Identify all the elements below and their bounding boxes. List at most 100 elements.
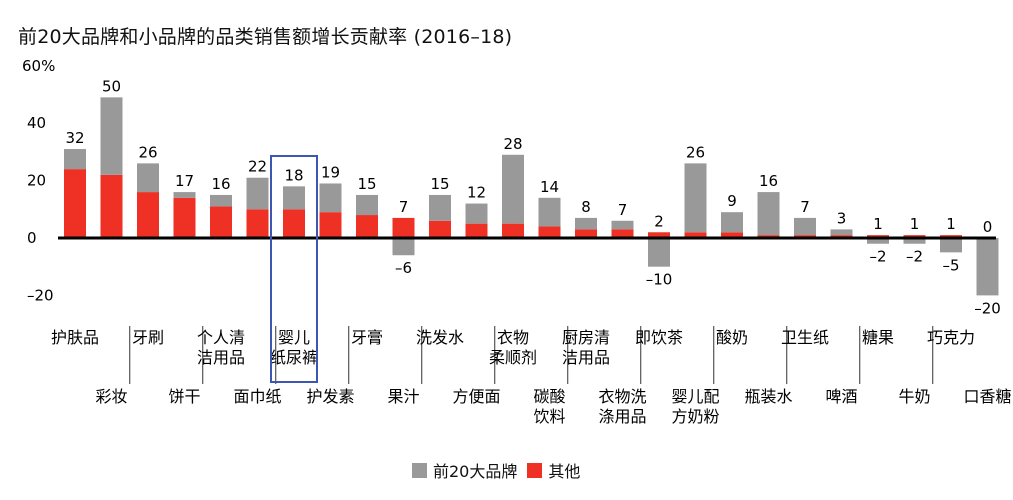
bar-top20 xyxy=(392,238,415,256)
bar-others xyxy=(648,232,670,238)
bar-top20 xyxy=(648,238,670,267)
total-label: 22 xyxy=(248,158,267,176)
bar-top20 xyxy=(794,217,816,236)
category-label: 护肤品 xyxy=(51,328,99,347)
bar-top20 xyxy=(940,238,962,253)
bar-top20 xyxy=(757,192,780,236)
category-label: 柔顺剂 xyxy=(489,348,537,367)
bar-others xyxy=(137,192,159,238)
category-label: 彩妆 xyxy=(95,387,127,406)
bar-top20 xyxy=(137,163,159,193)
bar-others xyxy=(465,223,488,238)
total-label: 8 xyxy=(581,198,591,216)
total-label: 26 xyxy=(138,143,157,161)
bar-top20 xyxy=(830,229,853,236)
total-label: 7 xyxy=(618,201,628,219)
legend-item-top20: 前20大品牌 xyxy=(412,458,517,482)
total-label: 9 xyxy=(727,192,737,210)
total-label: 18 xyxy=(284,166,303,184)
total-label: 15 xyxy=(430,175,449,193)
bar-others xyxy=(173,197,196,238)
legend: 前20大品牌 其他 xyxy=(412,458,580,482)
bar-top20 xyxy=(867,238,889,244)
category-label: 牙膏 xyxy=(351,328,383,347)
y-tick-label: –20 xyxy=(27,286,54,304)
bar-others xyxy=(611,229,634,238)
bar-top20 xyxy=(210,194,232,207)
total-label: 1 xyxy=(946,215,956,233)
total-label: 17 xyxy=(175,172,194,190)
legend-swatch-top20 xyxy=(412,462,427,478)
total-label: 28 xyxy=(503,135,522,153)
category-label: 衣物 xyxy=(497,328,529,347)
category-label: 方便面 xyxy=(452,387,500,406)
category-label: 酸奶 xyxy=(716,328,748,347)
category-label: 口香糖 xyxy=(963,387,1011,406)
bar-top20 xyxy=(246,177,269,210)
total-label: 16 xyxy=(759,172,778,190)
category-label: 个人清 xyxy=(197,328,245,347)
negative-label: –5 xyxy=(942,256,959,274)
bar-top20 xyxy=(976,238,999,296)
category-label: 衣物洗 xyxy=(598,387,646,406)
category-label: 牛奶 xyxy=(898,387,930,406)
bar-top20 xyxy=(429,194,451,221)
negative-label: –10 xyxy=(646,271,673,289)
total-label: 26 xyxy=(686,143,705,161)
bar-top20 xyxy=(684,163,707,233)
category-label: 厨房清 xyxy=(562,328,610,347)
category-label: 牙刷 xyxy=(132,328,164,347)
y-tick-label: 60% xyxy=(22,57,55,75)
bar-top20 xyxy=(611,220,634,230)
bar-others xyxy=(100,174,123,238)
legend-item-others: 其他 xyxy=(527,458,580,482)
total-label: 1 xyxy=(910,215,920,233)
bar-others xyxy=(392,217,415,238)
negative-label: –2 xyxy=(869,248,886,266)
category-label: 啤酒 xyxy=(825,387,857,406)
highlight-box xyxy=(270,155,318,383)
total-label: 50 xyxy=(102,77,121,95)
category-label: 饼干 xyxy=(168,387,200,406)
category-label: 洁用品 xyxy=(197,348,245,367)
category-label: 方奶粉 xyxy=(671,407,719,426)
bar-others xyxy=(319,212,342,238)
bar-others xyxy=(356,215,378,238)
bar-top20 xyxy=(538,197,561,227)
total-label: 3 xyxy=(837,209,847,227)
total-label: 14 xyxy=(540,178,559,196)
total-label: 15 xyxy=(357,175,376,193)
negative-label: –20 xyxy=(974,299,1001,317)
bar-top20 xyxy=(575,217,597,230)
category-label: 洗发水 xyxy=(416,328,464,347)
bar-others xyxy=(246,209,269,238)
category-label: 瓶装水 xyxy=(744,387,792,406)
bar-top20 xyxy=(356,194,378,216)
total-label: 32 xyxy=(65,129,84,147)
bar-others xyxy=(538,226,561,238)
bar-others xyxy=(283,209,305,238)
bar-top20 xyxy=(173,192,196,198)
legend-label-top20: 前20大品牌 xyxy=(433,462,518,481)
bar-others xyxy=(210,206,232,238)
bar-top20 xyxy=(903,238,926,244)
bar-top20 xyxy=(465,203,488,224)
category-label: 面巾纸 xyxy=(233,387,281,406)
total-label: 19 xyxy=(321,163,340,181)
category-label: 涤用品 xyxy=(598,407,646,426)
category-label: 婴儿 xyxy=(278,328,310,347)
legend-swatch-others xyxy=(527,462,543,478)
total-label: 16 xyxy=(211,175,230,193)
category-label: 果汁 xyxy=(387,387,419,406)
category-label: 婴儿配 xyxy=(671,387,719,406)
category-label: 纸尿裤 xyxy=(270,348,318,367)
bar-top20 xyxy=(64,149,86,170)
total-label: 1 xyxy=(873,215,883,233)
category-label: 糖果 xyxy=(862,328,894,347)
y-tick-label: 0 xyxy=(27,229,37,247)
y-tick-label: 20 xyxy=(27,172,46,190)
bars xyxy=(64,97,999,296)
y-axis-labels: –20 0 20 40 60% xyxy=(22,57,55,305)
